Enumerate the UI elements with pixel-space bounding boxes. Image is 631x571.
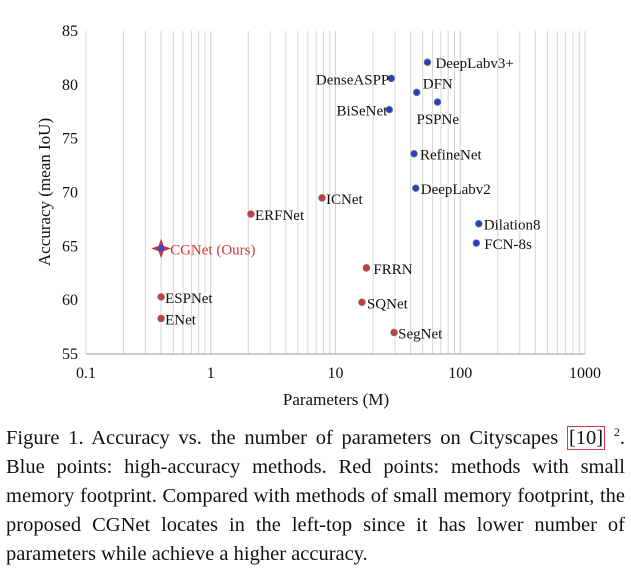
data-point-pspne	[433, 98, 442, 106]
y-axis-label: Accuracy (mean IoU)	[35, 118, 54, 266]
data-label-espnet: ESPNet	[165, 291, 213, 307]
y-tick-label: 80	[62, 77, 78, 94]
data-point-sqnet	[358, 298, 366, 307]
y-tick-label: 70	[62, 185, 78, 202]
data-label-fcn-8s: FCN-8s	[484, 237, 532, 253]
x-tick-label: 100	[448, 365, 472, 382]
x-tick-labels: 0.1 1 10 100 1000	[76, 365, 601, 382]
y-tick-label: 60	[62, 292, 78, 309]
data-label-sqnet: SQNet	[367, 296, 409, 312]
caption-text-part1: Accuracy vs. the number of parameters on…	[91, 427, 559, 449]
data-label-bisenet: BiSeNet	[336, 104, 388, 120]
data-label-icnet: ICNet	[326, 192, 363, 208]
data-point-center-cgnet-ours	[157, 245, 165, 252]
figure-caption: Figure 1. Accuracy vs. the number of par…	[6, 424, 625, 569]
data-point-espnet	[157, 293, 165, 301]
data-point-refinenet	[410, 150, 418, 158]
data-point-deeplabv3	[423, 58, 432, 66]
data-point-frrn	[362, 264, 371, 272]
y-tick-label: 65	[62, 238, 78, 255]
y-tick-label: 85	[62, 23, 78, 40]
data-label-dfn: DFN	[423, 76, 453, 92]
data-point-erfnet	[247, 210, 255, 218]
x-tick-label: 1000	[569, 365, 601, 382]
caption-text-part2: . Blue points: high-accuracy methods. Re…	[6, 427, 625, 565]
caption-figure-label: Figure 1.	[6, 427, 84, 449]
data-label-deeplabv3: DeepLabv3+	[435, 56, 513, 72]
x-tick-label: 1	[207, 365, 215, 382]
data-point-enet	[157, 314, 165, 323]
y-tick-labels: 55 60 65 70 75 80 85	[62, 23, 78, 363]
caption-footnote-marker: 2	[613, 425, 620, 440]
y-tick-label: 75	[62, 131, 78, 148]
data-points: DeepLabv3+ DenseASPP DFN BiSeNet PSPNe Refine…	[151, 56, 540, 342]
x-tick-label: 0.1	[76, 365, 96, 382]
data-label-pspne: PSPNe	[416, 112, 459, 128]
data-point-dfn	[413, 88, 421, 97]
data-point-deeplabv2	[412, 184, 420, 192]
data-label-enet: ENet	[165, 312, 197, 328]
data-label-denseaspp: DenseASPP	[316, 72, 389, 88]
data-point-denseaspp	[387, 74, 395, 83]
data-label-segnet: SegNet	[398, 326, 443, 342]
data-point-icnet	[318, 194, 326, 202]
data-label-erfnet: ERFNet	[255, 208, 305, 224]
data-point-fcn-8s	[472, 239, 481, 247]
data-point-bisenet	[385, 105, 394, 114]
data-label-frrn: FRRN	[373, 262, 412, 278]
data-label-refinenet: RefineNet	[420, 148, 482, 164]
x-axis-label: Parameters (M)	[283, 390, 389, 409]
gridlines	[85, 31, 586, 354]
x-tick-label: 10	[328, 365, 344, 382]
data-point-dilation8	[475, 220, 483, 228]
y-tick-label: 55	[62, 346, 78, 363]
data-label-deeplabv2: DeepLabv2	[421, 182, 491, 198]
data-point-segnet	[390, 328, 398, 337]
data-label-dilation8: Dilation8	[484, 218, 541, 234]
data-label-cgnet-ours: CGNet (Ours)	[170, 242, 255, 258]
caption-citation-link[interactable]: [10]	[566, 426, 606, 450]
